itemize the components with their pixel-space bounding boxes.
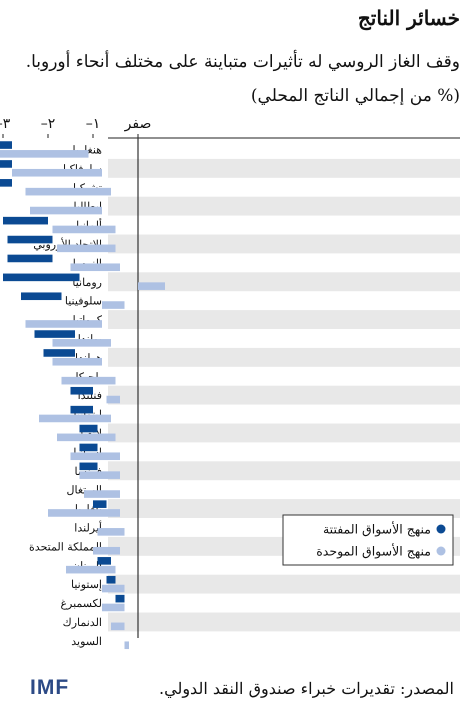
bar-integrated-market [25, 187, 111, 196]
bar-integrated-market [12, 168, 102, 177]
bar-fragmented-market [0, 160, 12, 168]
bar-integrated-market [52, 225, 116, 234]
chart-subtitle: وقف الغاز الروسي له تأثيرات متباينة على … [25, 52, 460, 72]
row-stripe [108, 612, 460, 632]
category-label: إستونيا [71, 578, 102, 591]
bar-fragmented-market [3, 216, 48, 225]
bar-integrated-market [70, 263, 120, 272]
row-stripe [108, 574, 460, 594]
row-stripe [108, 423, 460, 443]
bar-integrated-market [57, 244, 116, 253]
bar-integrated-market [0, 150, 89, 158]
category-label: الدنمارك [63, 616, 102, 629]
row-stripe [108, 234, 460, 254]
bar-integrated-market [66, 565, 116, 574]
bar-fragmented-market [21, 292, 62, 301]
category-label: السويد [71, 635, 102, 648]
chart-unit-label: (% من إجمالي الناتج المحلي) [250, 86, 460, 106]
chart-canvas: صفر١–٢–٣–٤–٥–٦–٧–هنغارياسلوفاكياتشيكياإي… [0, 116, 460, 650]
bar-integrated-market [61, 376, 116, 385]
bar-integrated-market [39, 414, 111, 423]
row-stripe [108, 310, 460, 329]
bar-integrated-market [111, 622, 125, 631]
x-tick-label: ٣– [0, 116, 11, 132]
bar-fragmented-market [0, 179, 12, 187]
legend-swatch-integrated [436, 546, 446, 556]
bar-integrated-market [79, 471, 120, 479]
bar-fragmented-market [7, 235, 53, 244]
row-stripe [108, 385, 460, 405]
bar-integrated-market [106, 395, 120, 404]
bar-integrated-market [30, 206, 102, 215]
bar-integrated-market [102, 301, 125, 309]
bar-fragmented-market [3, 273, 80, 282]
row-stripe [108, 461, 460, 481]
bar-integrated-market [52, 357, 102, 366]
bar-fragmented-market [93, 500, 107, 508]
bar-integrated-market [52, 339, 111, 347]
bar-fragmented-market [79, 424, 98, 433]
x-tick-label: ١– [86, 116, 101, 132]
legend-swatch-fragmented [436, 524, 446, 534]
bar-fragmented-market [70, 405, 93, 414]
x-tick-label: ٢– [41, 116, 56, 132]
bar-integrated-market [124, 641, 129, 650]
bar-integrated-market [48, 509, 120, 517]
x-tick-label: صفر [124, 116, 152, 132]
bar-fragmented-market [79, 443, 98, 452]
category-label: المملكة المتحدة [29, 540, 102, 553]
bar-integrated-market [102, 603, 125, 612]
category-label: لكسمبرغ [60, 597, 102, 610]
bar-fragmented-market [115, 594, 125, 603]
bar-integrated-market [70, 452, 120, 461]
legend-label: منهج الأسواق المفتتة [323, 521, 431, 538]
legend-box [282, 514, 454, 566]
bar-fragmented-market [43, 349, 75, 357]
bar-fragmented-market [34, 330, 75, 338]
bar-fragmented-market [7, 254, 53, 263]
bar-integrated-market [84, 490, 120, 498]
imf-logo: IMF [30, 676, 70, 699]
bar-fragmented-market [97, 557, 111, 565]
row-stripe [108, 272, 460, 292]
bar-integrated-market [102, 584, 125, 593]
bar-integrated-market [57, 433, 116, 442]
row-stripe [108, 196, 460, 216]
bar-fragmented-market [0, 141, 12, 149]
row-stripe [108, 158, 460, 178]
bar-integrated-market [25, 320, 102, 328]
row-stripe [108, 499, 460, 518]
category-label: أيرلندا [74, 520, 102, 534]
category-label: سلوفينيا [65, 295, 102, 308]
chart-title: خسائر الناتج [357, 6, 460, 30]
bar-integrated-market [138, 282, 165, 290]
category-label: رومانيا [72, 276, 102, 289]
bar-integrated-market [93, 546, 120, 555]
bar-fragmented-market [106, 575, 116, 584]
legend-label: منهج الأسواق الموحدة [316, 543, 431, 560]
bar-fragmented-market [70, 386, 93, 395]
bar-fragmented-market [79, 462, 98, 471]
source-note: المصدر: تقديرات خبراء صندوق النقد الدولي… [159, 679, 454, 698]
row-stripe [108, 347, 460, 367]
bar-integrated-market [97, 528, 125, 536]
